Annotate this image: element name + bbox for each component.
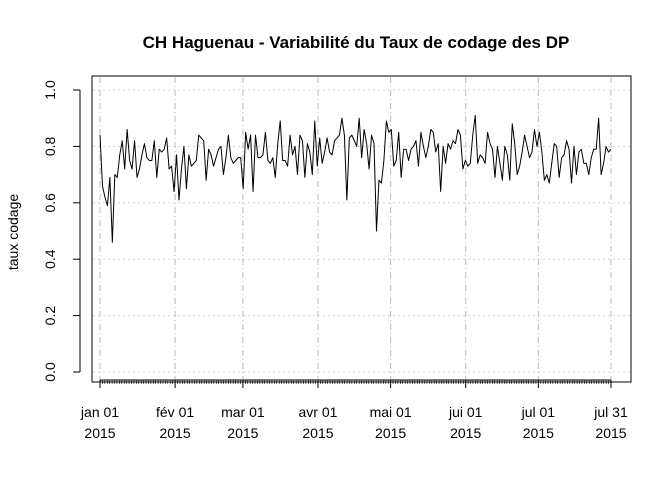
x-tick-label-year: 2015 — [375, 425, 406, 441]
x-tick-label-year: 2015 — [595, 425, 626, 441]
x-tick-label: jul 01 — [521, 404, 556, 420]
x-tick-label: fév 01 — [156, 404, 194, 420]
y-axis: 0.0 0.2 0.4 0.6 0.8 1.0 — [42, 80, 81, 382]
y-tick-label: 1.0 — [42, 80, 58, 100]
series-layer — [99, 114, 612, 243]
y-tick-label: 0.8 — [42, 136, 58, 156]
x-tick-label-year: 2015 — [227, 425, 258, 441]
x-axis: jan 01 2015 fév 01 2015 mar 01 2015 avr 01 2015… — [80, 379, 628, 441]
y-tick-label: 0.6 — [42, 193, 58, 213]
x-tick-label-year: 2015 — [302, 425, 333, 441]
plot-area-border — [91, 75, 632, 383]
y-tick-label: 0.4 — [42, 249, 58, 269]
x-tick-label: mar 01 — [221, 404, 265, 420]
x-tick-label: jui 01 — [448, 404, 483, 420]
x-tick-label-year: 2015 — [84, 425, 115, 441]
grid-lines — [93, 77, 630, 381]
x-tick-label: jan 01 — [80, 404, 119, 420]
chart-title: CH Haguenau - Variabilité du Taux de cod… — [143, 33, 570, 52]
y-axis-label: taux codage — [5, 194, 21, 270]
x-tick-label: jul 31 — [593, 404, 628, 420]
x-tick-label: mai 01 — [370, 404, 412, 420]
series-line — [99, 114, 612, 243]
y-tick-label: 0.0 — [42, 362, 58, 382]
x-tick-label-year: 2015 — [159, 425, 190, 441]
x-tick-label-year: 2015 — [450, 425, 481, 441]
x-tick-label-year: 2015 — [523, 425, 554, 441]
y-tick-label: 0.2 — [42, 306, 58, 326]
x-tick-label: avr 01 — [299, 404, 338, 420]
